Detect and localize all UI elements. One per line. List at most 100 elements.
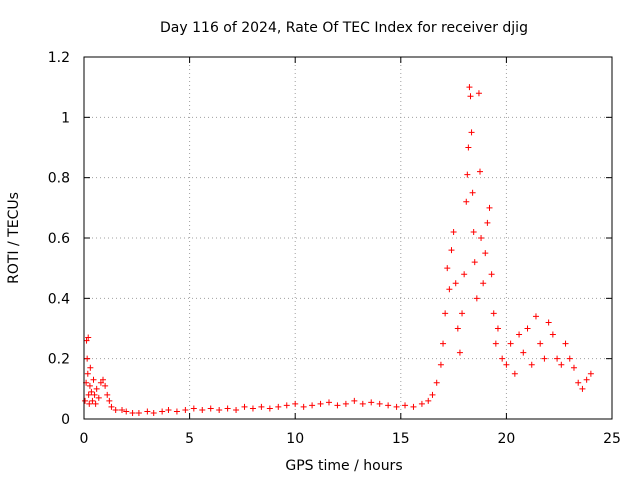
y-tick-label: 0.2 [48,352,70,368]
data-point [468,129,475,136]
data-point [84,370,91,377]
data-point [393,403,400,410]
y-tick-label: 0.8 [48,171,70,187]
data-point [410,403,417,410]
data-point [507,340,514,347]
data-point [83,337,90,344]
data-point [528,361,535,368]
data-point [90,376,97,383]
data-point [549,331,556,338]
data-point [440,340,447,347]
y-axis-label: ROTI / TECUs [6,192,22,284]
data-point [87,364,94,371]
data-point [537,340,544,347]
data-point [144,408,151,415]
data-point [418,400,425,407]
data-point [82,397,89,404]
data-point [85,334,92,341]
data-point [85,391,92,398]
data-point [283,402,290,409]
data-point [233,406,240,413]
data-point [385,402,392,409]
data-point [492,340,499,347]
axis-ticks: 0 5 10 15 20 25 0 0.2 0.4 0.6 0.8 1 1.2 [48,50,621,447]
x-tick-label: 5 [185,431,194,447]
data-points [82,84,594,416]
chart-title: Day 116 of 2024, Rate Of TEC Index for r… [160,20,528,36]
data-point [112,406,119,413]
data-point [456,349,463,356]
data-point [119,406,126,413]
data-point [135,409,142,416]
data-point [494,325,501,332]
data-point [173,408,180,415]
data-point [241,403,248,410]
x-tick-label: 10 [286,431,304,447]
data-point [86,400,93,407]
data-point [486,204,493,211]
data-point [587,370,594,377]
data-point [102,382,109,389]
data-point [473,295,480,302]
data-point [442,310,449,317]
data-point [249,405,256,412]
y-tick-label: 0.6 [48,231,70,247]
data-point [207,405,214,412]
data-point [224,405,231,412]
data-point [106,397,113,404]
data-point [433,379,440,386]
x-axis-label: GPS time / hours [285,458,402,474]
data-point [466,84,473,91]
data-point [532,313,539,320]
data-point [478,235,485,241]
data-point [342,400,349,407]
data-point [566,355,573,362]
data-point [275,403,282,410]
data-point [376,400,383,407]
data-point [454,325,461,332]
data-point [545,319,552,326]
data-point [84,355,91,362]
data-point [450,228,457,235]
data-point [89,397,96,404]
x-tick-label: 0 [80,431,89,447]
data-point [575,379,582,386]
data-point [558,361,565,368]
data-point [429,391,436,398]
data-point [402,402,409,409]
data-point [520,349,527,356]
y-tick-label: 0 [61,412,70,428]
data-point [258,403,265,410]
data-point [516,331,523,338]
data-point [199,406,206,413]
data-point [300,403,307,410]
data-point [583,376,590,383]
data-point [524,325,531,332]
data-point [467,93,474,100]
data-point [484,219,491,226]
data-point [95,394,102,401]
data-point [91,391,98,398]
data-point [334,402,341,409]
data-point [554,355,561,362]
data-point [503,361,510,368]
data-point [480,280,487,287]
data-point [123,408,130,415]
data-point [579,385,586,392]
x-tick-label: 20 [497,431,515,447]
data-point [463,198,470,205]
data-point [190,405,197,412]
data-point [482,250,489,257]
data-point [425,397,432,404]
data-point [266,405,273,412]
data-point [488,271,495,278]
data-point [470,228,477,235]
data-point [477,168,483,175]
data-point [541,355,548,362]
y-tick-label: 1.2 [48,50,70,66]
data-point [165,406,172,413]
x-tick-label: 25 [603,431,621,447]
data-point [216,406,223,413]
x-tick-label: 15 [392,431,410,447]
data-point [359,400,366,407]
